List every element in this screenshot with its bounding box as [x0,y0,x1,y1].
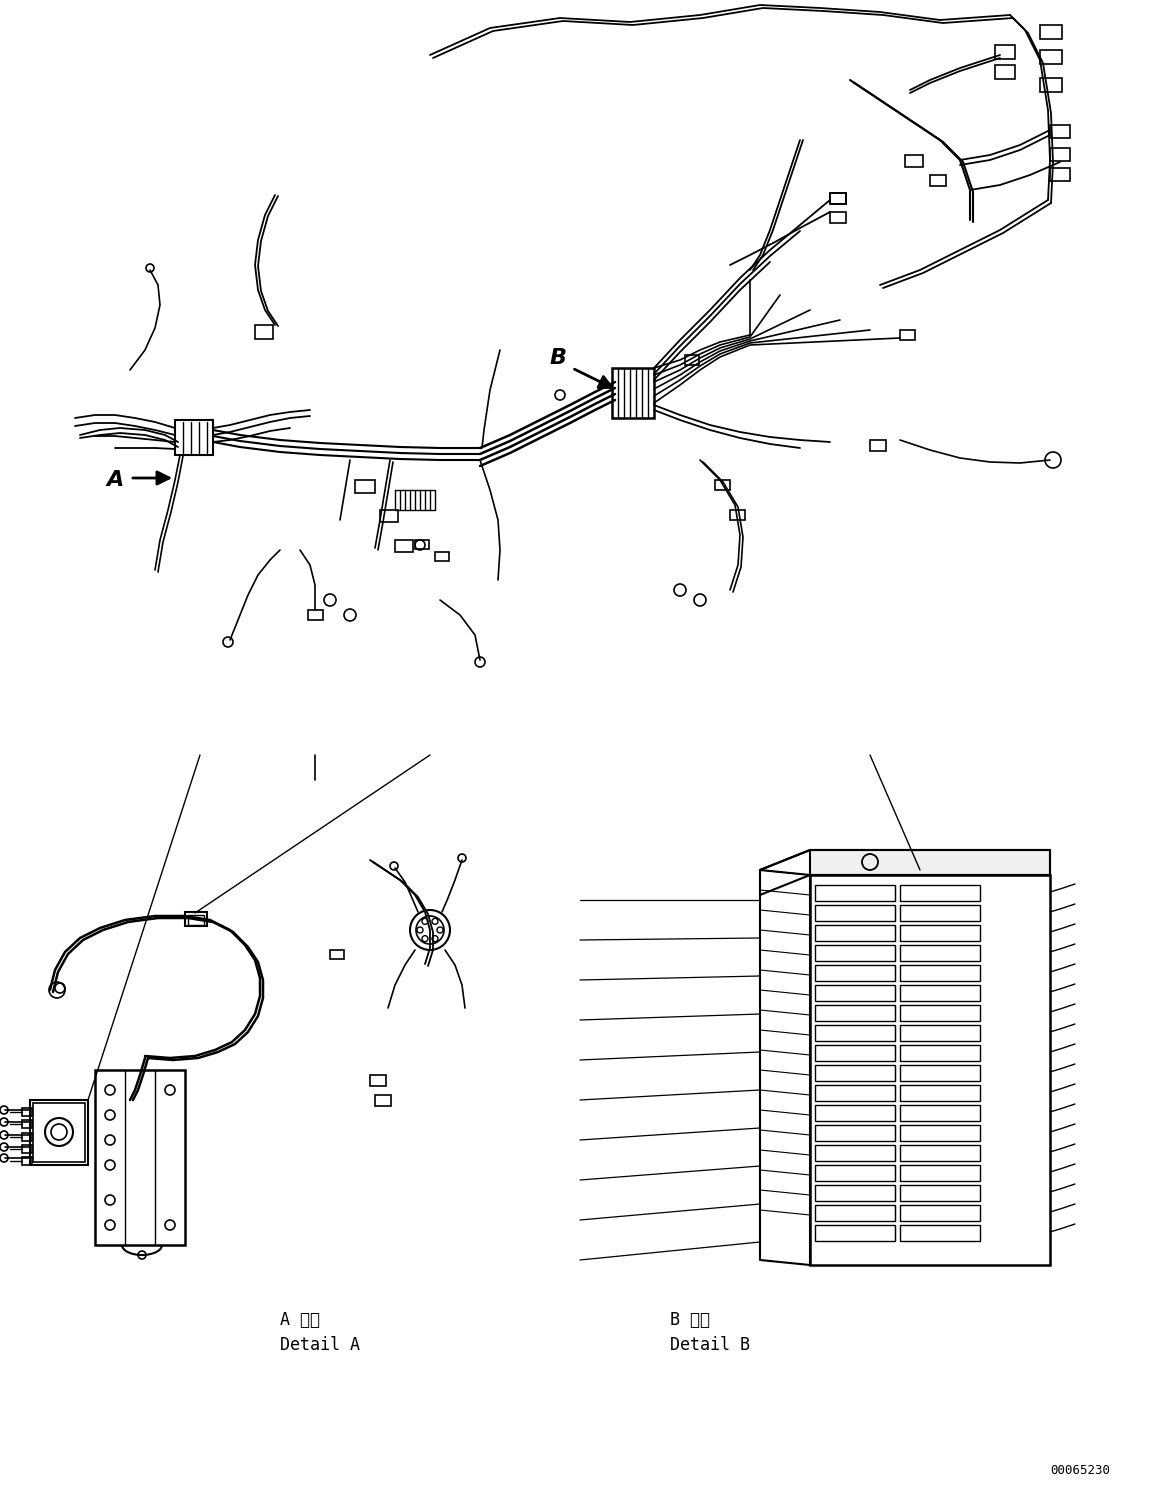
Bar [830,211,846,223]
Bar [815,1025,896,1042]
Bar [815,1065,896,1080]
Bar [815,966,896,981]
Bar [900,1045,980,1061]
Bar [715,481,730,490]
Bar [900,1165,980,1181]
Bar [900,1106,980,1120]
Bar [185,912,207,926]
Bar [900,885,980,902]
Bar [996,65,1015,79]
Bar [612,368,654,418]
Text: 00065230: 00065230 [1050,1464,1110,1476]
Bar [809,850,1050,875]
Bar [809,875,1050,1265]
Bar [33,1103,85,1162]
Bar [815,985,896,1001]
Bar [900,330,915,339]
Bar [188,915,204,926]
Bar [435,552,449,561]
Bar [815,1205,896,1222]
Bar [900,985,980,1001]
Bar [374,1095,391,1106]
Bar [900,1004,980,1021]
Bar [355,481,374,493]
Bar [815,945,896,961]
Text: Detail B: Detail B [670,1336,750,1354]
Bar [900,905,980,921]
Bar [815,926,896,940]
Text: A: A [106,470,123,490]
Bar [900,1184,980,1201]
Bar [900,926,980,940]
Bar [415,540,429,549]
Bar [174,420,213,455]
Bar [900,1085,980,1101]
Text: B: B [549,348,566,368]
Bar [730,510,745,519]
Text: Detail A: Detail A [280,1336,361,1354]
Bar [22,1109,33,1116]
Bar [930,176,946,186]
Bar [1050,125,1070,138]
Bar [308,610,323,620]
Bar [255,324,273,339]
Bar [380,510,398,522]
Bar [685,356,699,365]
Bar [1050,168,1070,182]
Bar [815,1045,896,1061]
Bar [870,440,886,451]
Bar [815,1106,896,1120]
Bar [900,1144,980,1161]
Bar [815,1125,896,1141]
Bar [900,1205,980,1222]
Bar [900,1065,980,1080]
Bar [330,949,344,958]
Text: A 詳細: A 詳細 [280,1311,320,1329]
Bar [395,540,413,552]
Bar [22,1120,33,1128]
Bar [815,1225,896,1241]
Bar [1040,77,1062,92]
Bar [830,193,846,204]
Bar [95,1070,185,1245]
Bar [815,1165,896,1181]
Bar [22,1158,33,1165]
Bar [1040,25,1062,39]
Bar [900,1225,980,1241]
Bar [815,885,896,902]
Bar [900,945,980,961]
Text: B 詳細: B 詳細 [670,1311,709,1329]
Bar [22,1144,33,1153]
Bar [1040,51,1062,64]
Bar [370,1074,386,1086]
Bar [900,1125,980,1141]
Bar [30,1100,88,1165]
Bar [905,155,923,167]
Bar [815,1085,896,1101]
Bar [815,1144,896,1161]
Bar [830,193,846,204]
Bar [22,1132,33,1141]
Bar [900,1025,980,1042]
Bar [1050,147,1070,161]
Bar [900,966,980,981]
Bar [815,1004,896,1021]
Bar [815,1184,896,1201]
Bar [996,45,1015,60]
Bar [815,905,896,921]
